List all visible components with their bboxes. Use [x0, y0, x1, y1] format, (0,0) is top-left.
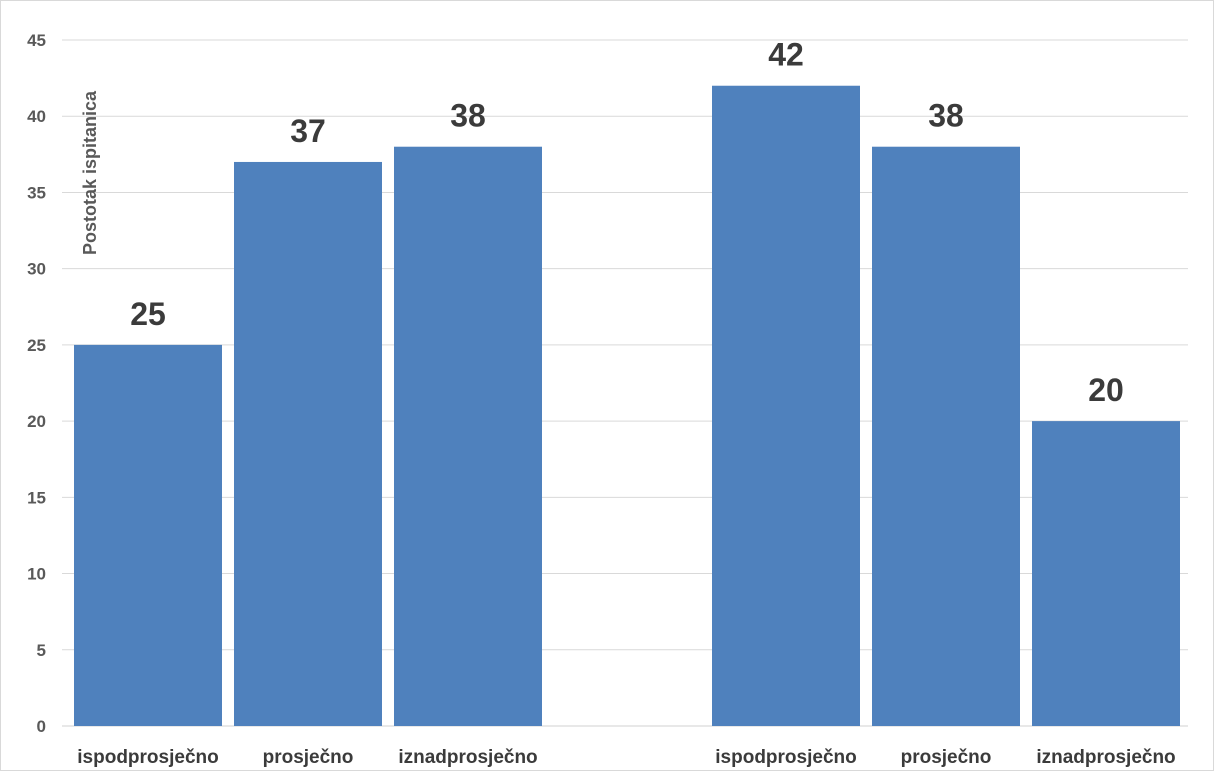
data-label: 38: [928, 98, 964, 134]
y-axis-ticks: 0 5 10 15 20 25 30 35 40 45: [27, 31, 46, 736]
bar: [712, 85, 860, 726]
data-label: 20: [1088, 372, 1124, 408]
x-axis-categories: ispodprosječno prosječno iznadprosječno isp…: [77, 747, 1175, 768]
y-tick-label: 10: [27, 565, 46, 584]
bar: [1032, 421, 1180, 726]
y-tick-label: 30: [27, 260, 46, 279]
x-category-label: iznadprosječno: [1036, 747, 1175, 768]
data-label: 37: [290, 113, 326, 149]
y-tick-label: 25: [27, 336, 46, 355]
bar: [394, 146, 542, 726]
y-tick-label: 20: [27, 412, 46, 431]
x-category-label: prosječno: [263, 747, 354, 768]
bar: [234, 161, 382, 726]
x-category-label: iznadprosječno: [398, 747, 537, 768]
bar: [74, 344, 222, 726]
x-category-label: ispodprosječno: [77, 747, 218, 768]
bar: [872, 146, 1020, 726]
y-tick-label: 35: [27, 183, 46, 202]
data-label: 25: [130, 296, 166, 332]
y-tick-label: 0: [37, 717, 46, 736]
data-labels: 25 37 38 42 38 20: [130, 37, 1124, 408]
y-tick-label: 45: [27, 31, 46, 50]
y-axis-title: Postotak ispitanica: [80, 90, 100, 255]
y-tick-label: 40: [27, 107, 46, 126]
bars: [74, 85, 1180, 726]
data-label: 42: [768, 37, 804, 73]
x-category-label: ispodprosječno: [715, 747, 856, 768]
y-tick-label: 15: [27, 488, 46, 507]
y-tick-label: 5: [37, 641, 46, 660]
x-category-label: prosječno: [901, 747, 992, 768]
data-label: 38: [450, 98, 486, 134]
